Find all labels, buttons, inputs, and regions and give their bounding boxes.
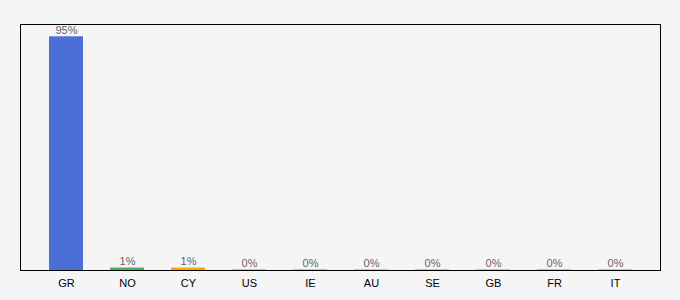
svg-text:1%: 1%	[120, 255, 136, 267]
svg-text:GR: GR	[58, 277, 75, 289]
svg-text:AU: AU	[364, 277, 379, 289]
svg-text:NO: NO	[119, 277, 136, 289]
svg-text:US: US	[242, 277, 257, 289]
svg-text:SE: SE	[425, 277, 440, 289]
svg-text:0%: 0%	[364, 257, 380, 269]
svg-text:95%: 95%	[55, 24, 77, 36]
svg-text:0%: 0%	[608, 257, 624, 269]
svg-text:0%: 0%	[486, 257, 502, 269]
svg-text:0%: 0%	[425, 257, 441, 269]
svg-text:IE: IE	[305, 277, 315, 289]
svg-text:0%: 0%	[547, 257, 563, 269]
svg-text:IT: IT	[611, 277, 621, 289]
svg-text:CY: CY	[181, 277, 197, 289]
svg-text:0%: 0%	[242, 257, 258, 269]
svg-text:FR: FR	[547, 277, 562, 289]
svg-text:1%: 1%	[181, 255, 197, 267]
svg-text:0%: 0%	[303, 257, 319, 269]
svg-text:GB: GB	[486, 277, 502, 289]
